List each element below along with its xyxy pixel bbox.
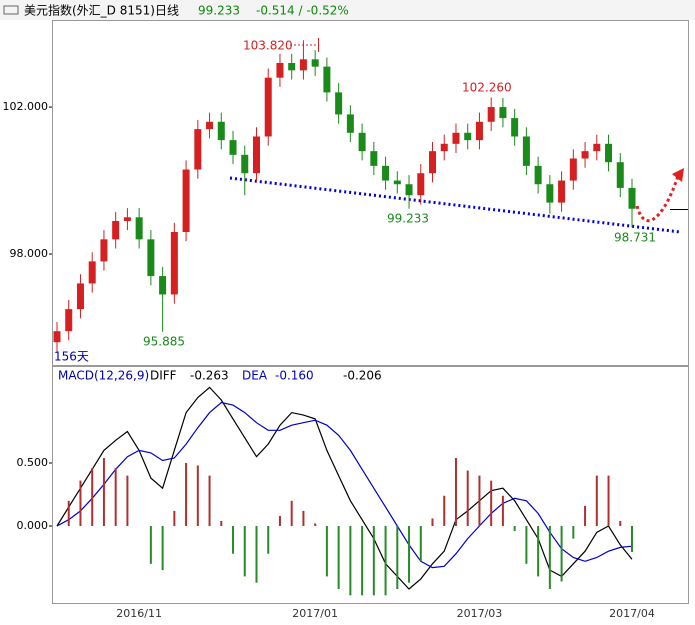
forecast-arrow-head bbox=[672, 168, 684, 182]
candle-body bbox=[569, 158, 577, 181]
x-tick-label: 2016/11 bbox=[116, 607, 162, 620]
candle-body bbox=[53, 331, 61, 343]
y-tick-label: 0.500 bbox=[17, 456, 49, 469]
macd-line bbox=[56, 386, 633, 590]
candle-body bbox=[417, 173, 425, 196]
annotation-low-2: 99.233 bbox=[387, 212, 429, 226]
candle-body bbox=[511, 118, 519, 137]
candle-body bbox=[405, 184, 413, 196]
candle-body bbox=[65, 309, 73, 332]
candle-body bbox=[170, 231, 178, 295]
legend-diff: DIFF bbox=[150, 369, 177, 383]
candle-body bbox=[217, 121, 225, 141]
candle-body bbox=[206, 121, 214, 130]
candle-body bbox=[358, 132, 366, 152]
legend-macd-value: -0.206 bbox=[343, 369, 382, 383]
candle-body bbox=[100, 239, 108, 262]
candle-body bbox=[299, 59, 307, 71]
candle-body bbox=[593, 143, 601, 152]
y-tick-label: 102.000 bbox=[3, 100, 49, 113]
candle-body bbox=[522, 136, 530, 166]
legend-dea: DEA bbox=[242, 369, 268, 383]
candle-body bbox=[581, 151, 589, 159]
candle-body bbox=[382, 165, 390, 181]
legend-diff-value: -0.263 bbox=[190, 369, 229, 383]
candle-body bbox=[229, 140, 237, 155]
candle-body bbox=[264, 77, 272, 137]
candle-body bbox=[159, 276, 167, 295]
candle-body bbox=[311, 59, 319, 67]
candle-body bbox=[241, 154, 249, 174]
candle-body bbox=[393, 180, 401, 185]
macd-title: MACD(12,26,9) bbox=[58, 369, 149, 383]
candle-body bbox=[252, 136, 260, 174]
annotation-low-3: 98.731 bbox=[614, 231, 656, 245]
candle-body bbox=[147, 239, 155, 277]
candle-body bbox=[135, 217, 143, 240]
candle-body bbox=[440, 143, 448, 152]
trend-line bbox=[229, 176, 681, 234]
candle-body bbox=[429, 151, 437, 174]
x-tick-label: 2017/04 bbox=[609, 607, 655, 620]
candle-body bbox=[276, 62, 284, 78]
candle-body bbox=[323, 66, 331, 93]
candle-body bbox=[346, 114, 354, 133]
candle-body bbox=[558, 180, 566, 203]
header-change: -0.514 / -0.52% bbox=[256, 4, 349, 18]
candle-body bbox=[123, 217, 131, 221]
candle-body bbox=[616, 162, 624, 188]
candle-body bbox=[288, 62, 296, 71]
annotation-high-2: 102.260 bbox=[462, 81, 512, 95]
menu-icon[interactable] bbox=[3, 5, 19, 15]
y-tick-label: 98.000 bbox=[10, 247, 49, 260]
candle-body bbox=[88, 261, 96, 284]
main-frame bbox=[52, 20, 689, 366]
candle-body bbox=[112, 220, 120, 240]
day-count: 156天 bbox=[54, 350, 89, 364]
annotation-low: 95.885 bbox=[143, 335, 185, 349]
candle-body bbox=[475, 121, 483, 141]
header-title: 美元指数(外汇_D 8151)日线 bbox=[24, 3, 179, 18]
macd-line bbox=[56, 401, 633, 569]
candle-body bbox=[546, 184, 554, 203]
header-bar bbox=[0, 0, 695, 20]
x-tick-label: 2017/03 bbox=[457, 607, 503, 620]
candle-body bbox=[487, 107, 495, 122]
y-tick-label: 0.000 bbox=[17, 519, 49, 532]
candle-body bbox=[499, 107, 507, 119]
forecast-arrow bbox=[635, 175, 680, 223]
candle-body bbox=[370, 151, 378, 166]
header-price: 99.233 bbox=[198, 4, 240, 18]
candle-body bbox=[534, 165, 542, 185]
candle-body bbox=[452, 132, 460, 144]
candle-body bbox=[76, 283, 84, 310]
candle-body bbox=[605, 143, 613, 163]
legend-dea-value: -0.160 bbox=[275, 369, 314, 383]
candle-body bbox=[182, 169, 190, 232]
candle-body bbox=[464, 132, 472, 141]
candle-body bbox=[194, 129, 202, 170]
x-tick-label: 2017/01 bbox=[292, 607, 338, 620]
candle-body bbox=[335, 92, 343, 115]
candle-body bbox=[628, 187, 636, 209]
annotation-high: 103.820 bbox=[243, 39, 293, 53]
